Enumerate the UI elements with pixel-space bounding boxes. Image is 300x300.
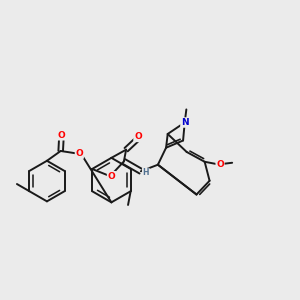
- Text: O: O: [108, 172, 115, 181]
- Text: O: O: [134, 132, 142, 141]
- Text: O: O: [58, 131, 65, 140]
- Text: O: O: [76, 149, 83, 158]
- Text: O: O: [216, 160, 224, 169]
- Text: N: N: [181, 118, 188, 127]
- Text: H: H: [142, 168, 149, 177]
